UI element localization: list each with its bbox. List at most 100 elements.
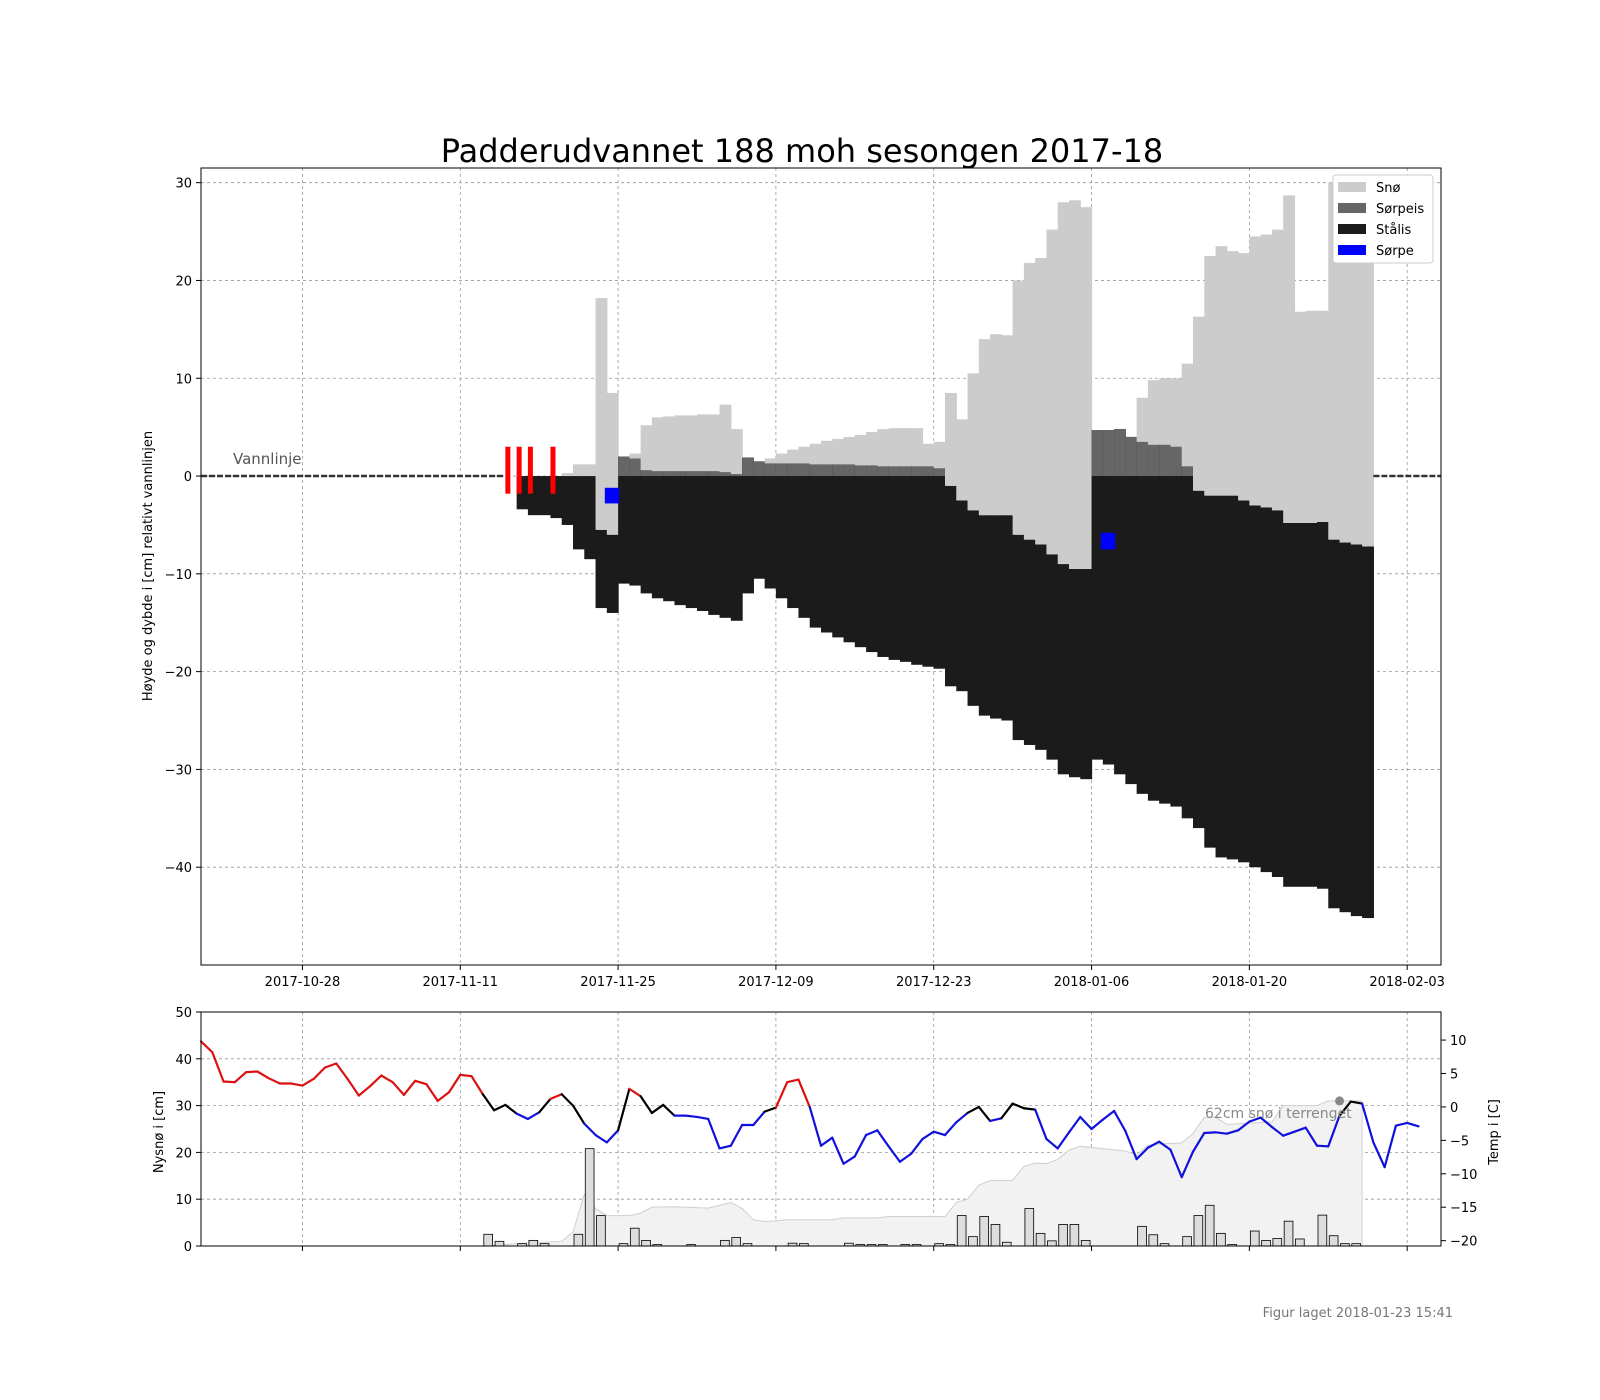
new-snow-bar [1317, 1214, 1328, 1247]
black-ice-bar [1136, 441, 1149, 794]
snow-bar [1069, 200, 1081, 569]
snow-bar [674, 415, 687, 472]
new-snow-bar [1024, 1208, 1035, 1247]
slush-ice-bar [821, 464, 833, 477]
temperature-segment [1135, 1146, 1150, 1161]
black-ice-bar [708, 471, 721, 615]
temperature-segment [988, 1117, 1003, 1123]
snow-bar [978, 339, 991, 516]
snow-bar [956, 419, 969, 501]
temperature-segment [695, 1115, 710, 1121]
temperature-segment [707, 1117, 721, 1150]
temperature-segment [290, 1082, 304, 1087]
bottom-axes-frame [200, 1011, 1442, 1247]
bottom-y2-tick-label: −20 [1450, 1235, 1477, 1250]
temperature-segment [481, 1093, 496, 1112]
temperature-segment [887, 1145, 902, 1163]
temperature-segment [1214, 1131, 1228, 1135]
temperature-segment [819, 1136, 834, 1147]
temperature-segment [932, 1130, 947, 1137]
legend-swatch-black-ice [1338, 224, 1366, 234]
black-ice-bar [978, 515, 991, 716]
snow-bar [922, 443, 935, 467]
black-ice-bar [899, 466, 912, 662]
terrain-snow-point [1335, 1096, 1345, 1106]
waterline-label: Vannlinje [233, 450, 302, 468]
temperature-segment [1045, 1137, 1059, 1150]
bottom-y-ticks: 0 10 20 30 40 50 [175, 1006, 201, 1255]
black-ice-bar [685, 471, 698, 609]
temperature-segment [594, 1133, 608, 1144]
new-snow-bar [1283, 1220, 1294, 1247]
black-ice-bar [1069, 568, 1081, 778]
snow-bar [1159, 378, 1172, 445]
black-ice-bar [956, 500, 969, 692]
temperature-segment [368, 1074, 383, 1088]
temperature-segment [1282, 1130, 1296, 1137]
black-ice-bar [1114, 429, 1126, 775]
temperature-segment [549, 1093, 563, 1101]
snow-bar [1080, 207, 1093, 569]
snow-bar [685, 415, 698, 472]
black-ice-bar [1271, 510, 1284, 877]
new-snow-bar [1261, 1239, 1271, 1247]
snow-bar [911, 428, 924, 467]
temperature-segment [222, 1080, 236, 1084]
snow-bar [821, 440, 833, 465]
temperature-segment [1259, 1116, 1274, 1129]
temperature-segment [797, 1078, 811, 1109]
bottom-y2-tick-label: 0 [1450, 1101, 1458, 1116]
bottom-y-tick-label: 0 [184, 1240, 192, 1255]
slush-ice-bar [629, 458, 642, 477]
slush-ice-bar [866, 465, 878, 477]
black-ice-bar [1057, 564, 1070, 775]
slush-ice-bar [742, 457, 754, 477]
snow-bar [1181, 363, 1194, 467]
temperature-segment [628, 1087, 642, 1098]
black-ice-bar [821, 464, 833, 633]
slush-ice-bar [719, 472, 732, 477]
new-snow-bar [528, 1239, 539, 1247]
top-y-tick-label: −40 [165, 861, 192, 876]
terrain-snow-path [482, 1100, 1363, 1247]
slush-ice-bar [697, 471, 709, 477]
temperature-segment [1236, 1120, 1251, 1132]
slush-ice-bar [764, 463, 777, 477]
temperature-segment [346, 1077, 360, 1097]
black-ice-bar [697, 471, 709, 611]
slush-ice-bar [618, 456, 630, 477]
bottom-y-tick-label: 20 [175, 1146, 192, 1161]
new-snow-bar [1080, 1239, 1091, 1247]
new-snow-bar [1249, 1230, 1260, 1247]
temperature-segment [842, 1155, 856, 1165]
black-ice-bar [1012, 534, 1025, 741]
temperature-segment [977, 1105, 992, 1123]
temperature-segment [729, 1123, 744, 1147]
slush-ice-bar [1170, 446, 1183, 477]
temperature-segment [323, 1062, 338, 1069]
temperature-segment [1000, 1102, 1014, 1120]
temperature-segment [853, 1133, 868, 1158]
new-snow-bar [1216, 1232, 1226, 1247]
temperature-segment [267, 1077, 282, 1085]
snow-bar [787, 449, 800, 464]
black-ice-bar [787, 463, 800, 609]
black-ice-bar [595, 529, 608, 609]
snow-bar [1057, 202, 1070, 565]
bottom-y-tick-label: 30 [175, 1100, 192, 1115]
temperature-segment [605, 1129, 620, 1144]
snow-bar [1249, 236, 1262, 506]
new-snow-bar [1295, 1238, 1305, 1247]
temperature-segment [244, 1070, 259, 1074]
snow-bar [798, 446, 811, 464]
temperature-segment [921, 1130, 935, 1141]
black-ice-bar [888, 466, 901, 660]
temperature-segment [335, 1062, 349, 1080]
snow-bar [1035, 257, 1048, 545]
temperature-segment [1067, 1115, 1082, 1134]
slush-ice-bar [1091, 430, 1104, 477]
slush-ice-bar [922, 466, 935, 477]
black-ice-bar [573, 476, 585, 550]
temperature-segment [1124, 1129, 1138, 1161]
